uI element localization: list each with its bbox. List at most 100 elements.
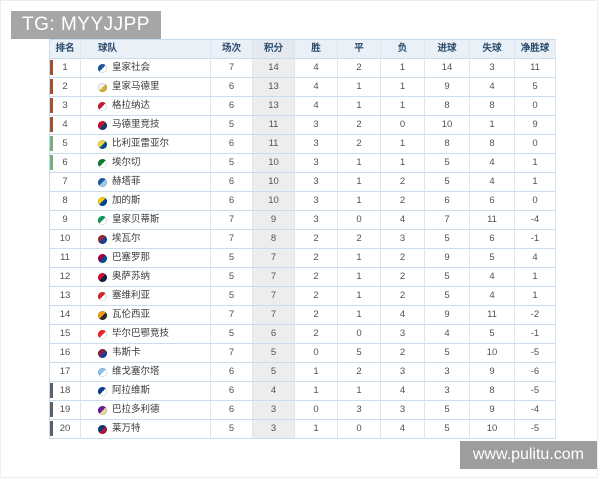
win-cell: 4	[295, 59, 338, 78]
draw-cell: 3	[338, 401, 381, 420]
loss-cell: 0	[381, 116, 425, 135]
played-cell: 7	[211, 306, 253, 325]
team-crest-icon	[98, 196, 107, 206]
team-name: 莱万特	[112, 423, 141, 434]
team-cell: 埃尔切	[81, 154, 211, 173]
team-cell: 比利亚雷亚尔	[81, 135, 211, 154]
team-cell: 加的斯	[81, 192, 211, 211]
team-name: 加的斯	[112, 195, 141, 206]
team-crest-icon	[98, 310, 107, 320]
column-header: 积分	[253, 40, 295, 59]
team-name: 埃瓦尔	[112, 233, 141, 244]
win-cell: 1	[295, 363, 338, 382]
team-name: 毕尔巴鄂竞技	[112, 328, 170, 339]
draw-cell: 1	[338, 382, 381, 401]
loss-cell: 2	[381, 192, 425, 211]
rank-cell: 17	[50, 363, 81, 382]
column-header: 排名	[50, 40, 81, 59]
played-cell: 5	[211, 154, 253, 173]
table-row: 6 埃尔切 5 10 3 1 1 5 4 1	[50, 154, 556, 173]
table-row: 5 比利亚雷亚尔 6 11 3 2 1 8 8 0	[50, 135, 556, 154]
column-header: 场次	[211, 40, 253, 59]
points-cell: 11	[253, 116, 295, 135]
team-name: 瓦伦西亚	[112, 309, 151, 320]
gf-cell: 10	[425, 116, 470, 135]
win-cell: 2	[295, 230, 338, 249]
draw-cell: 2	[338, 230, 381, 249]
draw-cell: 1	[338, 154, 381, 173]
table-row: 3 格拉纳达 6 13 4 1 1 8 8 0	[50, 97, 556, 116]
gf-cell: 9	[425, 78, 470, 97]
team-name: 赫塔菲	[112, 176, 141, 187]
rank-cell: 16	[50, 344, 81, 363]
ga-cell: 4	[470, 268, 515, 287]
team-crest-icon	[98, 101, 107, 111]
win-cell: 3	[295, 211, 338, 230]
team-crest-icon	[98, 367, 107, 377]
rank-cell: 14	[50, 306, 81, 325]
zone-indicator	[50, 60, 53, 75]
team-name: 韦斯卡	[112, 347, 141, 358]
gf-cell: 3	[425, 363, 470, 382]
loss-cell: 2	[381, 287, 425, 306]
ga-cell: 4	[470, 287, 515, 306]
draw-cell: 1	[338, 287, 381, 306]
column-header: 净胜球	[515, 40, 556, 59]
win-cell: 3	[295, 192, 338, 211]
gd-cell: 11	[515, 59, 556, 78]
column-header: 负	[381, 40, 425, 59]
ga-cell: 8	[470, 135, 515, 154]
table-row: 12 奥萨苏纳 5 7 2 1 2 5 4 1	[50, 268, 556, 287]
gd-cell: -1	[515, 230, 556, 249]
zone-indicator	[50, 155, 53, 170]
team-cell: 格拉纳达	[81, 97, 211, 116]
team-crest-icon	[98, 329, 107, 339]
ga-cell: 9	[470, 363, 515, 382]
team-name: 阿拉维斯	[112, 385, 151, 396]
gf-cell: 9	[425, 249, 470, 268]
points-cell: 10	[253, 173, 295, 192]
team-name: 奥萨苏纳	[112, 271, 151, 282]
zone-indicator	[50, 421, 53, 436]
points-cell: 7	[253, 268, 295, 287]
ga-cell: 8	[470, 382, 515, 401]
gf-cell: 4	[425, 325, 470, 344]
points-cell: 3	[253, 420, 295, 439]
team-crest-icon	[98, 291, 107, 301]
played-cell: 6	[211, 382, 253, 401]
rank-cell: 9	[50, 211, 81, 230]
played-cell: 7	[211, 59, 253, 78]
watermark: www.pulitu.com	[459, 441, 597, 469]
loss-cell: 1	[381, 59, 425, 78]
gd-cell: 0	[515, 192, 556, 211]
played-cell: 7	[211, 344, 253, 363]
win-cell: 2	[295, 287, 338, 306]
table-row: 8 加的斯 6 10 3 1 2 6 6 0	[50, 192, 556, 211]
team-cell: 维戈塞尔塔	[81, 363, 211, 382]
team-name: 比利亚雷亚尔	[112, 138, 170, 149]
draw-cell: 2	[338, 363, 381, 382]
gd-cell: 1	[515, 173, 556, 192]
rank-cell: 7	[50, 173, 81, 192]
gd-cell: 9	[515, 116, 556, 135]
win-cell: 2	[295, 268, 338, 287]
played-cell: 5	[211, 249, 253, 268]
gd-cell: -4	[515, 401, 556, 420]
team-crest-icon	[98, 177, 107, 187]
played-cell: 6	[211, 97, 253, 116]
points-cell: 5	[253, 363, 295, 382]
rank-cell: 13	[50, 287, 81, 306]
team-cell: 巴拉多利德	[81, 401, 211, 420]
ga-cell: 4	[470, 154, 515, 173]
win-cell: 1	[295, 382, 338, 401]
loss-cell: 3	[381, 325, 425, 344]
points-cell: 3	[253, 401, 295, 420]
played-cell: 6	[211, 173, 253, 192]
win-cell: 3	[295, 135, 338, 154]
draw-cell: 0	[338, 211, 381, 230]
gd-cell: -2	[515, 306, 556, 325]
ga-cell: 4	[470, 173, 515, 192]
team-cell: 皇家贝蒂斯	[81, 211, 211, 230]
ga-cell: 6	[470, 230, 515, 249]
zone-indicator	[50, 117, 53, 132]
